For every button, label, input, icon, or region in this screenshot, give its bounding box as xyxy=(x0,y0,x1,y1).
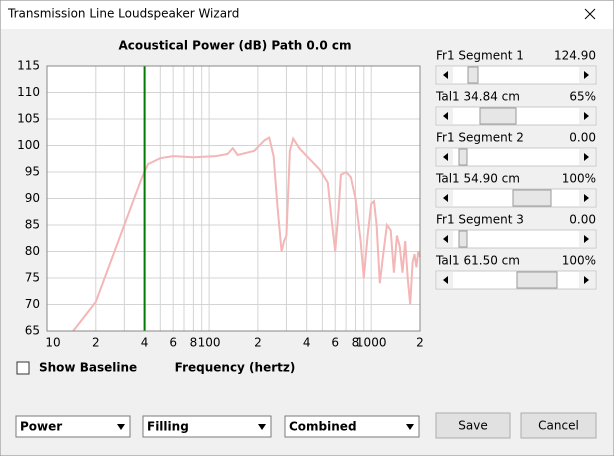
checkbox[interactable] xyxy=(16,361,30,375)
dropdown-value[interactable]: Combined xyxy=(289,420,357,434)
arrow-left xyxy=(443,71,448,79)
y-tick-label: 85 xyxy=(25,218,40,232)
y-tick-label: 110 xyxy=(17,85,40,99)
arrow-right xyxy=(584,235,589,243)
scroll-thumb[interactable] xyxy=(458,148,468,166)
y-tick-label: 115 xyxy=(17,59,40,73)
chart-title: Acoustical Power (dB) Path 0.0 cm xyxy=(118,39,351,53)
arrow-left xyxy=(443,153,448,161)
arrow-right xyxy=(584,194,589,202)
y-tick-label: 90 xyxy=(25,191,40,205)
dropdown[interactable] xyxy=(15,415,131,438)
plot-border xyxy=(46,65,421,332)
response-line xyxy=(72,136,421,332)
dropdown-arrow xyxy=(117,424,125,430)
arrow-right xyxy=(584,276,589,284)
button-label[interactable]: Cancel xyxy=(538,419,579,433)
x-tick-label: 100 xyxy=(198,336,221,350)
dropdown-arrow xyxy=(258,424,266,430)
dropdown[interactable] xyxy=(284,415,420,438)
dropdown-value[interactable]: Power xyxy=(20,420,62,434)
row-value: 0.00 xyxy=(569,213,596,227)
x-tick-label: 1000 xyxy=(356,336,387,350)
dropdown-value[interactable]: Filling xyxy=(147,420,189,434)
button-label[interactable]: Save xyxy=(458,419,487,433)
x-tick-label: 8 xyxy=(352,336,360,350)
row-label: Tal1 54.90 cm xyxy=(435,172,520,186)
x-tick-label: 8 xyxy=(190,336,198,350)
scroll-thumb[interactable] xyxy=(479,107,517,125)
x-tick-label: 2 xyxy=(92,336,100,350)
row-value: 124.90 xyxy=(554,49,596,63)
arrow-left xyxy=(443,112,448,120)
y-tick-label: 70 xyxy=(25,297,40,311)
scrollbar-track[interactable] xyxy=(435,147,597,167)
button[interactable] xyxy=(520,412,597,439)
arrow-left xyxy=(443,276,448,284)
y-tick-label: 80 xyxy=(25,244,40,258)
row-label: Fr1 Segment 3 xyxy=(436,213,524,227)
arrow-left xyxy=(443,194,448,202)
scroll-thumb[interactable] xyxy=(458,230,468,248)
x-tick-label: 2 xyxy=(254,336,262,350)
dropdown-arrow xyxy=(406,424,414,430)
row-value: 65% xyxy=(569,90,596,104)
arrow-right xyxy=(584,112,589,120)
scrollbar-track[interactable] xyxy=(435,229,597,249)
row-value: 100% xyxy=(562,254,596,268)
scroll-thumb[interactable] xyxy=(516,271,558,289)
button[interactable] xyxy=(435,412,511,439)
x-tick-label: 10 xyxy=(45,336,60,350)
y-tick-label: 95 xyxy=(25,165,40,179)
x-tick-label: 6 xyxy=(331,336,339,350)
close-button[interactable] xyxy=(584,8,596,20)
y-tick-label: 65 xyxy=(25,324,40,338)
title-bar xyxy=(1,1,613,29)
y-tick-label: 75 xyxy=(25,271,40,285)
arrow-right xyxy=(584,153,589,161)
y-tick-label: 100 xyxy=(17,138,40,152)
dropdown[interactable] xyxy=(142,415,272,438)
row-label: Fr1 Segment 1 xyxy=(436,49,524,63)
arrow-left xyxy=(443,235,448,243)
row-value: 0.00 xyxy=(569,131,596,145)
scrollbar-track[interactable] xyxy=(435,65,597,85)
arrow-right xyxy=(584,71,589,79)
x-tick-label: 2 xyxy=(416,336,424,350)
row-label: Tal1 34.84 cm xyxy=(435,90,520,104)
x-axis-label: Frequency (hertz) xyxy=(175,361,296,375)
scroll-thumb[interactable] xyxy=(467,66,479,84)
window-title: Transmission Line Loudspeaker Wizard xyxy=(7,7,239,21)
x-tick-label: 4 xyxy=(303,336,311,350)
checkbox-label[interactable]: Show Baseline xyxy=(39,361,137,375)
row-label: Tal1 61.50 cm xyxy=(435,254,520,268)
scroll-thumb[interactable] xyxy=(512,189,552,207)
row-value: 100% xyxy=(562,172,596,186)
y-tick-label: 105 xyxy=(17,112,40,126)
x-tick-label: 4 xyxy=(141,336,149,350)
row-label: Fr1 Segment 2 xyxy=(436,131,524,145)
x-tick-label: 6 xyxy=(169,336,177,350)
scrollbar-track[interactable] xyxy=(435,270,597,290)
